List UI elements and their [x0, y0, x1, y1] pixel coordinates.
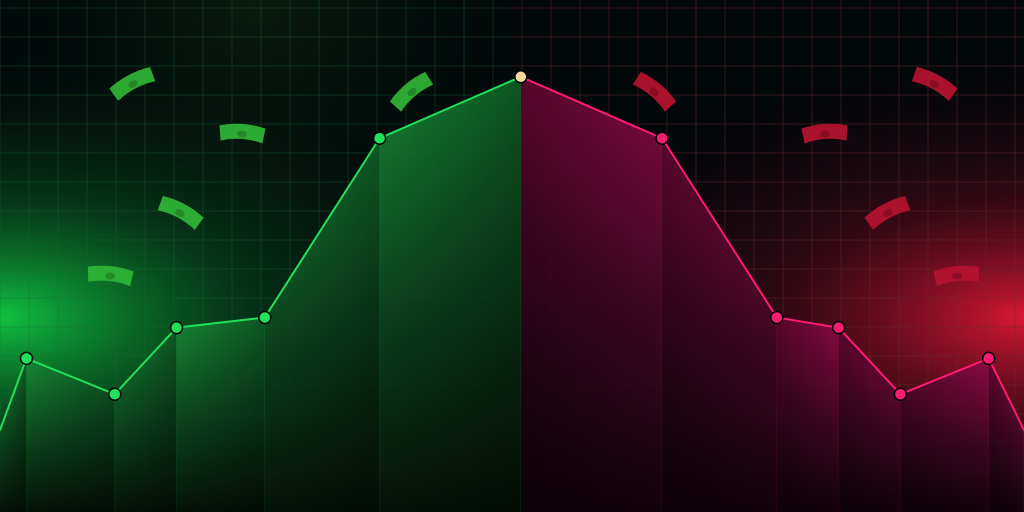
area-facet-shade: [264, 138, 380, 512]
banknote-icon: [933, 265, 980, 287]
banknote-icon: [87, 265, 134, 287]
chart-lines: [0, 75, 1024, 432]
data-point: [981, 351, 996, 366]
banknote-icon: [801, 123, 848, 144]
data-point: [19, 351, 34, 366]
area-facet-shade: [988, 358, 1024, 512]
area-facet-shade: [662, 138, 777, 512]
banknote-icon: [911, 67, 958, 101]
area-facet-shade: [520, 76, 663, 512]
line-segment-up: [263, 137, 381, 319]
banknote-icon: [109, 67, 156, 101]
area-facet-shade: [176, 317, 265, 512]
area-facet-shade: [838, 327, 901, 512]
line-segment-up: [113, 326, 178, 396]
peak-point: [514, 70, 528, 84]
line-segment-down: [837, 326, 902, 396]
line-segment-up: [25, 357, 116, 396]
line-segment-down: [775, 316, 840, 329]
data-point: [655, 131, 669, 145]
chart-points: [19, 70, 996, 401]
area-facet-shade: [776, 317, 839, 512]
data-point: [108, 387, 122, 401]
area-facet-shade: [114, 327, 177, 512]
data-point: [770, 310, 784, 325]
data-point: [893, 387, 908, 401]
banknote-icon: [389, 71, 434, 112]
banknote-icon: [219, 123, 266, 144]
banknote-icon: [632, 71, 677, 112]
line-segment-up: [378, 75, 522, 140]
line-segment-up: [0, 357, 28, 432]
area-facet-shade: [379, 76, 521, 512]
area-facet-shade: [26, 358, 115, 512]
data-point: [169, 320, 184, 335]
banknote-icon: [864, 196, 911, 230]
banknote-icon: [157, 196, 204, 230]
chart-areas: [0, 76, 1024, 512]
data-point: [258, 310, 272, 325]
line-segment-down: [519, 75, 664, 140]
line-segment-down: [899, 357, 990, 396]
data-point: [831, 320, 846, 335]
data-point: [372, 131, 387, 145]
line-segment-up: [175, 316, 266, 329]
area-facet-shade: [0, 358, 27, 512]
falling-banknotes: [87, 67, 980, 287]
area-facet-shade: [900, 358, 989, 512]
line-segment-down: [661, 137, 778, 319]
line-segment-down: [987, 357, 1024, 432]
